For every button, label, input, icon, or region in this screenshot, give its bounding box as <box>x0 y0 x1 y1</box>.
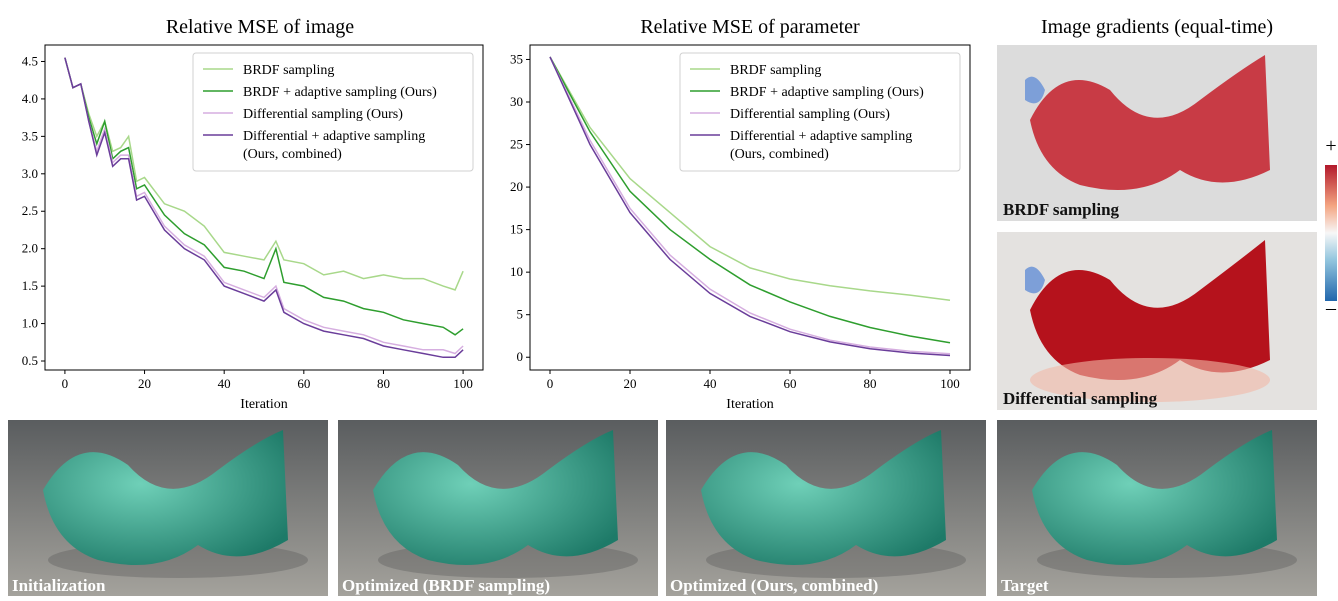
plot-frame <box>529 44 971 371</box>
legend-label: Differential sampling (Ours) <box>243 107 403 122</box>
dragon <box>373 430 618 565</box>
y-tick-label: 30 <box>510 94 523 109</box>
series-line <box>64 57 464 336</box>
legend-label: BRDF + adaptive sampling (Ours) <box>243 85 437 100</box>
series-line <box>64 57 464 291</box>
chart-title: Relative MSE of parameter <box>640 16 860 38</box>
y-tick-label: 0 <box>517 349 524 364</box>
y-tick-label: 3.5 <box>22 128 38 143</box>
y-tick-label: 2.0 <box>22 241 38 256</box>
legend-label: BRDF sampling <box>730 63 821 78</box>
series-line <box>549 56 951 357</box>
x-tick-label: 80 <box>377 376 390 391</box>
x-tick-label: 80 <box>864 376 877 391</box>
series-line <box>549 56 951 301</box>
dragon <box>1032 430 1277 565</box>
panel-title: Image gradients (equal-time) <box>1041 16 1273 38</box>
legend-label: BRDF sampling <box>243 63 334 78</box>
image-caption: BRDF sampling <box>1003 200 1120 219</box>
y-tick-label: 2.5 <box>22 203 38 218</box>
x-tick-label: 20 <box>138 376 151 391</box>
render-row: Initialization Optimized (BRDF sampling) O… <box>8 420 1317 596</box>
x-tick-label: 100 <box>453 376 473 391</box>
y-tick-label: 1.5 <box>22 278 38 293</box>
legend-label: BRDF + adaptive sampling (Ours) <box>730 85 924 100</box>
series-line <box>549 56 951 355</box>
y-tick-label: 4.0 <box>22 91 38 106</box>
image-caption: Optimized (Ours, combined) <box>670 576 878 595</box>
y-tick-label: 3.0 <box>22 166 38 181</box>
y-tick-label: 1.0 <box>22 316 38 331</box>
series-line <box>64 57 464 355</box>
dragon <box>701 430 946 565</box>
gradient-image: Differential sampling <box>997 232 1317 410</box>
gradient-image: BRDF sampling <box>997 45 1317 221</box>
image-caption: Initialization <box>12 576 106 595</box>
plot-frame <box>44 44 484 371</box>
y-tick-label: 15 <box>510 222 523 237</box>
chart-title: Relative MSE of image <box>166 16 354 38</box>
x-axis-label: Iteration <box>726 397 773 412</box>
y-tick-label: 0.5 <box>22 353 38 368</box>
legend-label: Differential + adaptive sampling (Ours, c… <box>243 129 425 162</box>
y-tick-label: 10 <box>510 264 523 279</box>
image-caption: Optimized (BRDF sampling) <box>342 576 550 595</box>
legend-label: Differential sampling (Ours) <box>730 107 890 122</box>
y-tick-label: 4.5 <box>22 53 38 68</box>
series-line <box>64 57 464 359</box>
x-axis-label: Iteration <box>240 397 287 412</box>
x-tick-label: 20 <box>624 376 637 391</box>
x-tick-label: 40 <box>218 376 231 391</box>
dragon <box>43 430 288 565</box>
image-caption: Target <box>1001 576 1049 595</box>
y-tick-label: 25 <box>510 137 523 152</box>
image-caption: Differential sampling <box>1003 389 1158 408</box>
colorbar-label: + <box>1325 135 1336 157</box>
x-tick-label: 0 <box>547 376 554 391</box>
y-tick-label: 20 <box>510 179 523 194</box>
legend-box <box>192 52 474 172</box>
colorbar: + – <box>1325 135 1337 319</box>
y-tick-label: 5 <box>517 307 524 322</box>
legend-box <box>679 52 961 172</box>
legend-label: Differential + adaptive sampling (Ours, c… <box>730 129 912 162</box>
x-tick-label: 100 <box>940 376 960 391</box>
colorbar-label: – <box>1325 297 1337 319</box>
x-tick-label: 40 <box>704 376 717 391</box>
y-tick-label: 35 <box>510 51 523 66</box>
x-tick-label: 0 <box>62 376 69 391</box>
x-tick-label: 60 <box>297 376 310 391</box>
series-line <box>549 56 951 344</box>
x-tick-label: 60 <box>784 376 797 391</box>
